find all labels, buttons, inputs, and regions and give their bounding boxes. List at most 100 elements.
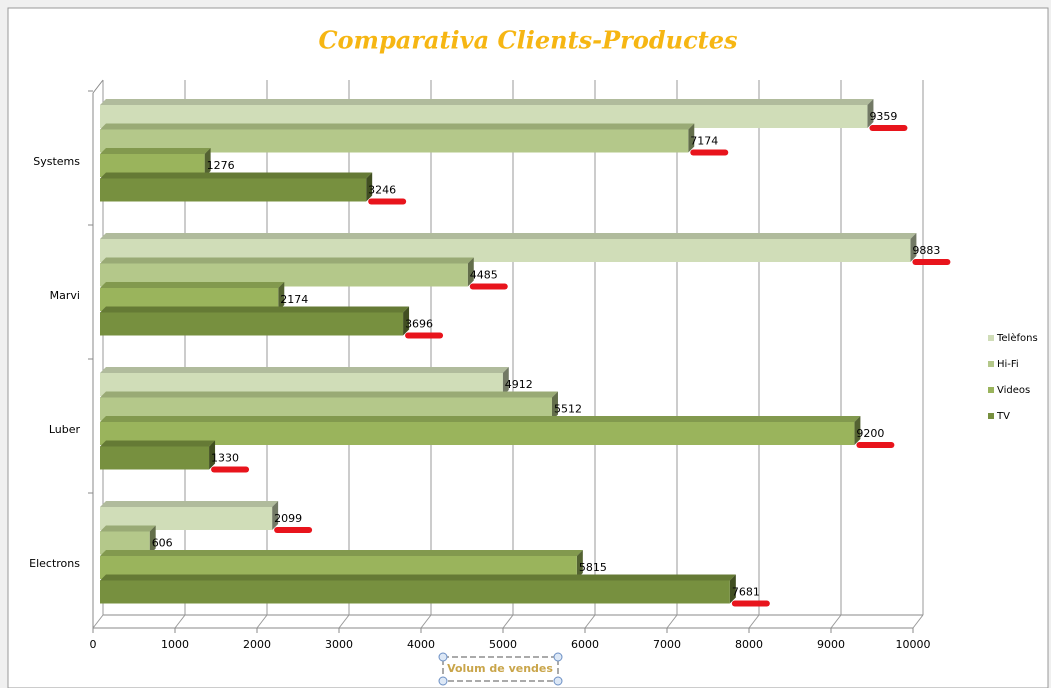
x-tick-label: 8000	[735, 638, 763, 651]
x-tick-label: 10000	[896, 638, 931, 651]
bar-face	[100, 556, 577, 579]
bar-face	[502, 367, 509, 396]
bar-face	[100, 507, 273, 530]
bar-face	[100, 397, 552, 421]
bar-face	[403, 306, 410, 336]
bar-face	[100, 288, 279, 311]
bar-face	[100, 123, 695, 130]
value-label: 3696	[405, 318, 433, 331]
bar-face	[729, 574, 736, 604]
value-label: 9200	[856, 427, 884, 440]
y-tick-label: Marvi	[50, 289, 80, 302]
grid-line	[420, 614, 432, 629]
legend-label: Telèfons	[996, 332, 1038, 344]
bar	[100, 257, 474, 287]
grid-line	[748, 614, 760, 629]
grid-line	[502, 614, 514, 629]
highlight	[731, 600, 770, 607]
highlight	[869, 125, 908, 131]
bar-face	[100, 531, 150, 555]
bar-face	[278, 282, 285, 311]
bar-face	[100, 239, 911, 262]
bar-face	[100, 367, 509, 373]
bar-face	[100, 574, 736, 581]
x-tick-label: 2000	[243, 638, 271, 651]
bar-face	[910, 233, 917, 262]
x-tick-label: 1000	[161, 638, 189, 651]
handle	[553, 676, 563, 686]
grid-line	[666, 614, 678, 629]
bar-face	[100, 178, 367, 202]
bar	[100, 233, 917, 262]
bar-face	[100, 550, 583, 556]
bar-face	[100, 154, 205, 177]
bar	[100, 440, 216, 470]
grid-line	[912, 614, 924, 629]
bar	[100, 367, 509, 396]
legend-label: Videos	[997, 385, 1030, 396]
x-tick-label: 7000	[653, 638, 681, 651]
bar-face	[100, 172, 373, 179]
bar-face	[867, 99, 874, 128]
legend-label: Hi-Fi	[997, 359, 1019, 370]
bar-face	[100, 440, 216, 447]
bar-face	[100, 416, 861, 422]
x-tick-label: 0	[90, 638, 97, 651]
bar	[100, 550, 583, 579]
bar-face	[100, 263, 468, 287]
bar-face	[551, 391, 558, 421]
bar-face	[100, 99, 874, 105]
bar-face	[100, 312, 404, 336]
value-label: 4485	[470, 269, 498, 282]
value-label: 3246	[368, 184, 396, 197]
bar-face	[688, 123, 695, 153]
bar	[100, 99, 874, 128]
grid-line	[256, 614, 268, 629]
bar	[100, 172, 373, 202]
grid-line	[92, 614, 104, 629]
legend-swatch	[988, 387, 994, 393]
legend-swatch	[988, 413, 994, 419]
x-tick-label: 3000	[325, 638, 353, 651]
highlight	[405, 332, 444, 339]
handle	[438, 652, 448, 662]
value-label: 2174	[280, 293, 308, 306]
legend-swatch	[988, 361, 994, 367]
highlight	[368, 198, 407, 205]
selection-box	[442, 656, 559, 682]
handle	[553, 652, 563, 662]
bar-face	[100, 501, 279, 507]
highlight	[274, 527, 313, 533]
bar-face	[100, 282, 285, 288]
bar-face	[100, 446, 210, 470]
bar-face	[100, 525, 156, 532]
value-label: 606	[152, 537, 173, 550]
bar-face	[149, 525, 156, 555]
x-tick-label: 9000	[817, 638, 845, 651]
y-tick-label: Systems	[33, 155, 80, 168]
highlight	[469, 283, 508, 290]
bar-face	[100, 148, 211, 154]
value-label: 1330	[211, 452, 239, 465]
bar-face	[100, 373, 503, 396]
y-tick-label: Luber	[49, 423, 81, 436]
x-tick-label: 4000	[407, 638, 435, 651]
bar-face	[100, 233, 917, 239]
highlight	[211, 466, 250, 473]
bar-face	[100, 257, 474, 264]
chart-title: Comparativa Clients-Productes	[318, 26, 738, 55]
grid-line	[338, 614, 350, 629]
bar-face	[576, 550, 583, 579]
legend-label: TV	[996, 411, 1010, 422]
bar-face	[272, 501, 279, 530]
handle	[438, 676, 448, 686]
bar-face	[854, 416, 861, 445]
highlight	[912, 259, 951, 265]
bar	[100, 282, 285, 311]
bar-face	[209, 440, 216, 470]
value-label: 2099	[274, 512, 302, 525]
value-label: 7174	[690, 135, 718, 148]
bar	[100, 123, 695, 153]
highlight	[856, 442, 895, 448]
